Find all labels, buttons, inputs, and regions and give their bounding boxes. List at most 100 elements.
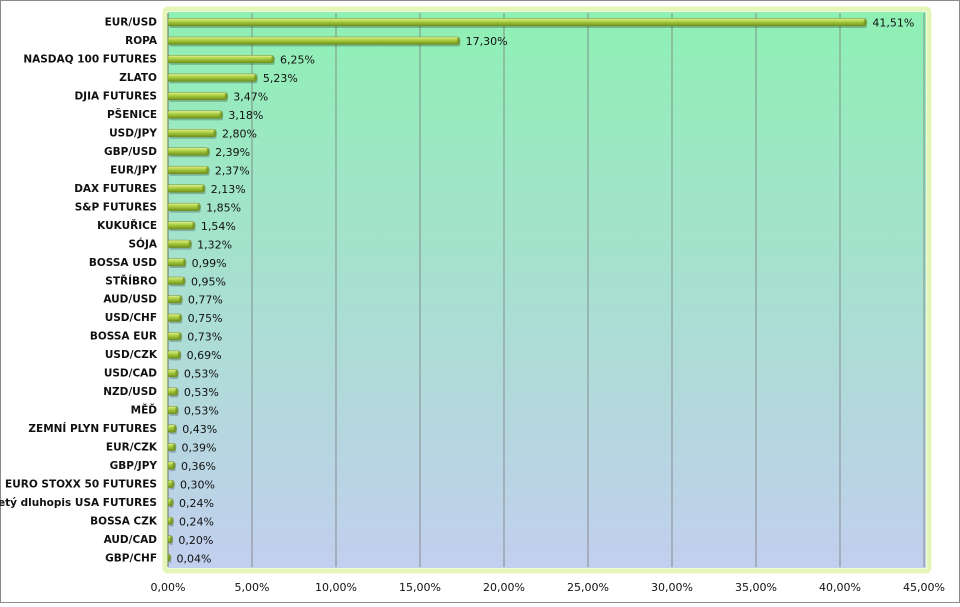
category-label: S&P FUTURES xyxy=(75,201,157,213)
bar-cap xyxy=(175,387,179,396)
bar xyxy=(167,221,195,230)
bar-cap xyxy=(201,184,206,193)
data-label: 2,37% xyxy=(215,164,250,177)
category-label: DAX FUTURES xyxy=(74,183,157,195)
data-label: 0,30% xyxy=(180,478,215,491)
data-label: 0,39% xyxy=(182,441,217,454)
category-label: ZEMNÍ PLYN FUTURES xyxy=(28,422,157,435)
category-label: GBP/USD xyxy=(104,146,157,158)
category-label: BOSSA EUR xyxy=(90,331,157,343)
bar-cap xyxy=(178,313,183,322)
bar xyxy=(167,36,459,45)
data-label: 41,51% xyxy=(872,17,914,30)
category-label: PŠENICE xyxy=(107,108,157,121)
bar xyxy=(167,258,185,267)
plot-area xyxy=(168,12,926,568)
plot-area-border xyxy=(162,6,932,574)
data-label: 0,75% xyxy=(188,312,223,325)
category-label: EURO STOXX 50 FUTURES xyxy=(5,478,157,490)
category-label: AUD/USD xyxy=(103,294,157,306)
bar-cap xyxy=(182,277,186,285)
x-tick-label: 10,00% xyxy=(315,581,357,594)
bar xyxy=(167,184,205,193)
bar-cap xyxy=(206,147,210,156)
category-label: MĚĎ xyxy=(131,404,158,417)
data-label: 1,85% xyxy=(206,201,241,214)
bar-cap xyxy=(456,36,461,45)
bar xyxy=(167,202,200,211)
category-label: EUR/CZK xyxy=(106,441,158,453)
x-tick-label: 5,00% xyxy=(235,581,270,594)
bar-cap xyxy=(171,480,175,488)
bar-cap xyxy=(271,55,275,63)
data-label: 0,95% xyxy=(191,275,226,288)
category-label: USD/JPY xyxy=(109,128,157,140)
data-label: 0,53% xyxy=(184,405,219,418)
bar-cap xyxy=(172,443,177,451)
x-tick-label: 15,00% xyxy=(399,581,441,594)
category-label: 10letý dluhopis USA FUTURES xyxy=(0,497,157,509)
category-label: GBP/JPY xyxy=(110,460,158,472)
bar-cap xyxy=(188,240,192,248)
category-label: ROPA xyxy=(125,35,158,47)
bar-cap xyxy=(192,221,196,230)
data-label: 0,04% xyxy=(177,552,212,565)
data-label: 0,43% xyxy=(182,423,217,436)
bar-cap xyxy=(167,554,172,562)
category-label: NZD/USD xyxy=(103,386,157,398)
data-label: 17,30% xyxy=(466,35,508,48)
category-label: KUKUŘICE xyxy=(97,219,157,232)
bar xyxy=(167,295,182,304)
category-label: USD/CHF xyxy=(105,312,157,324)
bar xyxy=(167,73,257,82)
data-label: 0,77% xyxy=(188,294,223,307)
data-label: 2,80% xyxy=(222,128,257,141)
category-label: BOSSA USD xyxy=(89,257,157,269)
bar-cap xyxy=(175,369,179,377)
bar xyxy=(167,18,866,27)
data-label: 0,73% xyxy=(187,331,222,344)
bar-cap xyxy=(182,258,187,267)
bar-cap xyxy=(178,332,183,340)
data-label: 2,39% xyxy=(215,146,250,159)
bar-cap xyxy=(179,295,183,303)
data-label: 0,53% xyxy=(184,368,219,381)
data-label: 0,69% xyxy=(187,349,222,362)
bar-cap xyxy=(177,350,182,359)
data-label: 0,53% xyxy=(184,386,219,399)
bar xyxy=(167,92,227,101)
category-label: BOSSA CZK xyxy=(90,515,158,527)
category-label: AUD/CAD xyxy=(104,534,158,546)
bar xyxy=(167,332,181,341)
bar-cap xyxy=(173,424,178,433)
bar-cap xyxy=(254,73,258,82)
bar xyxy=(167,313,181,322)
bar-cap xyxy=(863,18,868,26)
bar xyxy=(167,147,209,156)
data-label: 0,24% xyxy=(179,515,214,528)
bar xyxy=(167,129,216,138)
bar xyxy=(167,165,209,174)
x-tick-label: 45,00% xyxy=(903,581,945,594)
x-tick-label: 20,00% xyxy=(483,581,525,594)
category-label: USD/CZK xyxy=(105,349,158,361)
data-label: 2,13% xyxy=(211,183,246,196)
bar-cap xyxy=(170,517,174,525)
bar-cap xyxy=(175,406,179,414)
data-label: 0,36% xyxy=(181,460,216,473)
bar xyxy=(167,276,185,285)
data-label: 5,23% xyxy=(263,72,298,85)
category-label: SÓJA xyxy=(128,237,157,250)
bar xyxy=(167,239,191,248)
bar-cap xyxy=(213,129,217,137)
category-label: DJIA FUTURES xyxy=(74,91,157,103)
bar xyxy=(167,55,274,64)
category-label: GBP/CHF xyxy=(105,552,157,564)
category-label: NASDAQ 100 FUTURES xyxy=(23,54,157,66)
bar-cap xyxy=(206,166,210,174)
category-label: EUR/USD xyxy=(105,17,158,29)
category-label: EUR/JPY xyxy=(110,164,157,176)
data-label: 1,32% xyxy=(197,238,232,251)
